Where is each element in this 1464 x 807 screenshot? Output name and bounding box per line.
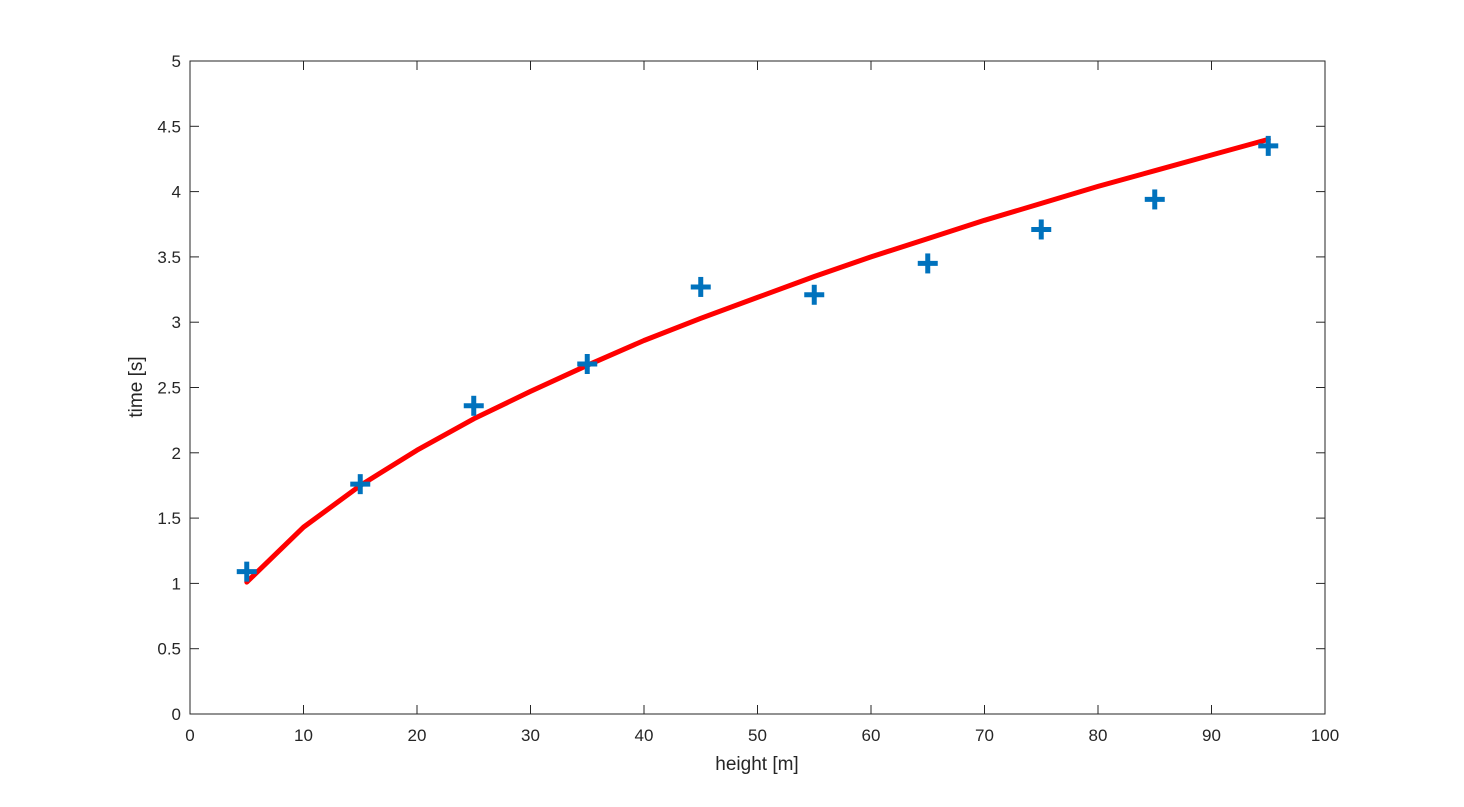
x-tick-label: 60 bbox=[862, 726, 881, 745]
x-tick-label: 0 bbox=[185, 726, 194, 745]
y-tick-label: 3.5 bbox=[157, 248, 181, 267]
x-tick-label: 80 bbox=[1089, 726, 1108, 745]
x-tick-label: 10 bbox=[294, 726, 313, 745]
y-tick-label: 2 bbox=[172, 444, 181, 463]
y-tick-label: 2.5 bbox=[157, 379, 181, 398]
data-point bbox=[690, 276, 711, 297]
x-axis-label: height [m] bbox=[715, 754, 798, 775]
data-point bbox=[1031, 219, 1052, 240]
series-layer bbox=[236, 135, 1279, 585]
y-tick-label: 5 bbox=[172, 52, 181, 71]
x-tick-label: 40 bbox=[635, 726, 654, 745]
axes-box bbox=[189, 60, 1326, 715]
y-tick-label: 0.5 bbox=[157, 640, 181, 659]
x-tick-label: 100 bbox=[1311, 726, 1339, 745]
x-tick-label: 90 bbox=[1202, 726, 1221, 745]
data-point bbox=[577, 353, 598, 374]
y-tick-label: 1.5 bbox=[157, 509, 181, 528]
data-point bbox=[917, 253, 938, 274]
y-tick-label: 4 bbox=[172, 183, 181, 202]
y-tick-label: 0 bbox=[172, 705, 181, 724]
plot-area bbox=[190, 61, 1325, 714]
x-tick-label: 30 bbox=[521, 726, 540, 745]
data-point bbox=[236, 561, 257, 582]
data-point bbox=[1258, 135, 1279, 156]
data-point bbox=[463, 395, 484, 416]
y-axis-label: time [s] bbox=[126, 356, 147, 417]
y-tick-label: 3 bbox=[172, 313, 181, 332]
data-point bbox=[804, 284, 825, 305]
x-tick-label: 70 bbox=[975, 726, 994, 745]
data-point bbox=[1144, 189, 1165, 210]
y-tick-label: 4.5 bbox=[157, 117, 181, 136]
data-point bbox=[350, 474, 371, 495]
fit-curve bbox=[244, 136, 1271, 585]
x-tick-label: 20 bbox=[408, 726, 427, 745]
y-tick-label: 1 bbox=[172, 574, 181, 593]
tick-labels: 0 10 20 30 40 50 60 70 80 90 100 0 0.5 1 1.5 2 2.5 3 3.5 4 4… bbox=[157, 52, 1339, 745]
x-tick-label: 50 bbox=[748, 726, 767, 745]
